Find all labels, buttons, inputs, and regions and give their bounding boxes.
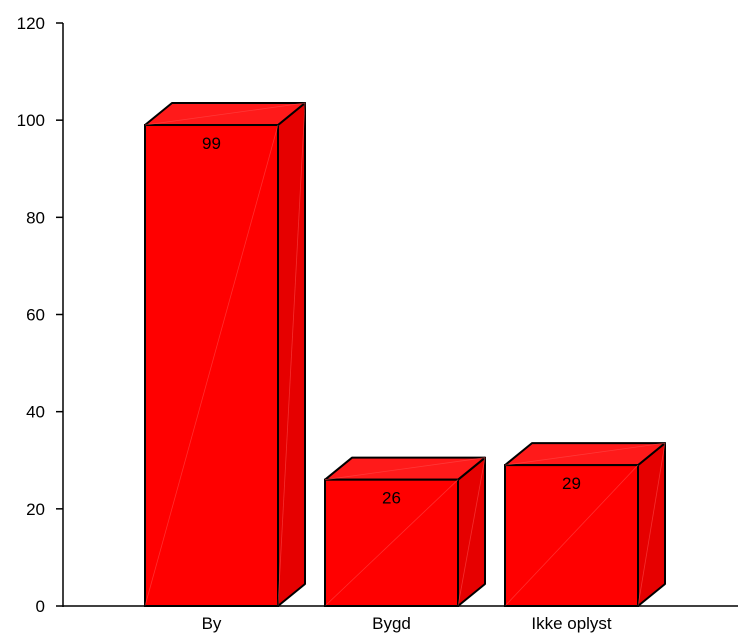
y-tick-label: 0 (36, 597, 45, 616)
bar-ikke-oplyst (504, 442, 666, 607)
bar-front-highlight (144, 124, 279, 607)
y-tick-label: 20 (26, 500, 45, 519)
labels-layer: 99 By 26 Bygd 29 Ikke oplyst 0 20 40 60 80 100 120 (17, 14, 612, 633)
bar-side-highlight (457, 457, 486, 607)
data-label: 26 (382, 489, 401, 508)
bar-side-highlight (637, 443, 666, 607)
bar-front-highlight (324, 479, 459, 607)
x-tick-label: By (202, 614, 222, 633)
bar-bygd (324, 456, 486, 607)
bar-top-highlight (324, 457, 486, 481)
bar-top-highlight (144, 102, 306, 126)
x-tick-label: Bygd (372, 614, 411, 633)
y-tick-label: 120 (17, 14, 45, 33)
y-tick-label: 40 (26, 403, 45, 422)
bars-layer (144, 102, 666, 608)
y-tick-label: 100 (17, 111, 45, 130)
data-label: 99 (202, 134, 221, 153)
x-tick-label: Ikke oplyst (531, 614, 612, 633)
bar-front-highlight (504, 464, 639, 607)
y-tick-label: 80 (26, 208, 45, 227)
bar-by (144, 102, 306, 608)
data-label: 29 (562, 474, 581, 493)
bar-side-highlight (277, 103, 306, 607)
bar-top-highlight (504, 442, 666, 466)
y-tick-label: 60 (26, 306, 45, 325)
axes-layer (56, 22, 738, 607)
